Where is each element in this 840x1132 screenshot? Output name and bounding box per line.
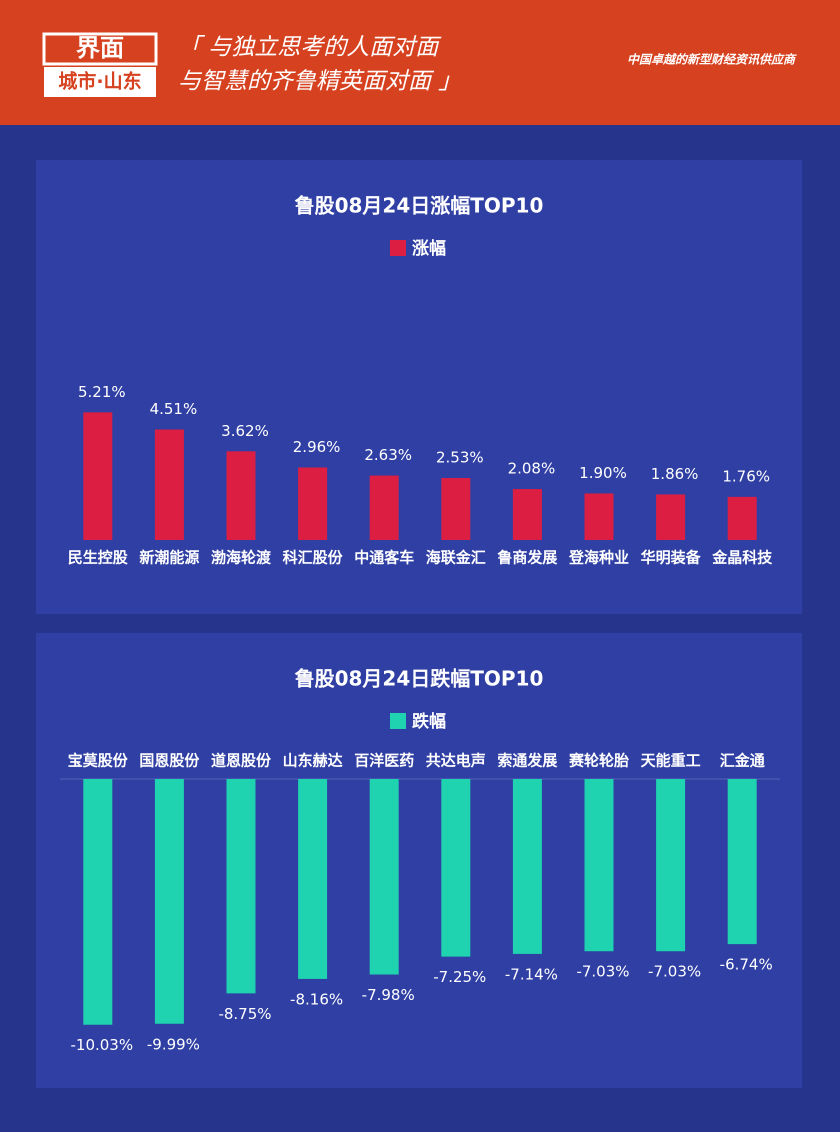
category-label: 百洋医药	[354, 752, 414, 770]
category-label: 宝莫股份	[68, 752, 129, 770]
category-label: 天能重工	[641, 752, 701, 770]
value-label: -7.98%	[362, 986, 415, 1004]
category-label: 登海种业	[568, 549, 629, 567]
value-label: 5.21%	[78, 383, 126, 401]
slogan: 与智慧的齐鲁精英面对面 」	[178, 69, 461, 95]
bar	[441, 779, 471, 957]
chart-title: 鲁股08月24日跌幅TOP10	[295, 667, 544, 691]
category-label: 赛轮轮胎	[568, 752, 629, 770]
category-label: 共达电声	[426, 752, 486, 770]
bar	[584, 493, 614, 540]
bar	[83, 779, 113, 1025]
category-label: 华明装备	[641, 549, 702, 567]
bar	[512, 779, 542, 954]
category-label: 海联金汇	[426, 549, 486, 567]
bar	[656, 779, 686, 952]
category-label: 新潮能源	[139, 549, 199, 567]
logo-top: 界面	[76, 34, 124, 62]
logo-frame	[42, 32, 158, 66]
value-label: -8.16%	[290, 990, 343, 1008]
value-label: -9.99%	[147, 1035, 200, 1053]
category-label: 国恩股份	[139, 752, 200, 770]
value-label: -7.25%	[433, 968, 486, 986]
legend-swatch	[390, 240, 406, 256]
value-label: 3.62%	[221, 422, 269, 440]
value-label: -7.14%	[505, 965, 558, 983]
bar	[656, 494, 686, 540]
category-label: 渤海轮渡	[211, 549, 272, 567]
bar	[83, 412, 113, 540]
bar	[727, 496, 757, 540]
bar	[369, 779, 399, 975]
legend-label: 跌幅	[412, 711, 446, 732]
value-label: -7.03%	[648, 963, 701, 981]
bar	[226, 451, 256, 540]
category-label: 汇金通	[720, 752, 765, 770]
bar	[441, 478, 471, 540]
value-label: 2.53%	[436, 449, 484, 467]
category-label: 道恩股份	[211, 752, 272, 770]
bar	[154, 779, 184, 1024]
bar	[727, 779, 757, 945]
category-label: 科汇股份	[283, 549, 344, 567]
bar	[298, 779, 328, 979]
logo-box	[44, 67, 156, 97]
slogan: 「 与独立思考的人面对面	[178, 35, 442, 61]
value-label: 2.08%	[508, 460, 556, 478]
bar	[298, 467, 328, 540]
category-label: 山东赫达	[283, 752, 343, 770]
panel	[36, 633, 802, 1088]
chart-title: 鲁股08月24日涨幅TOP10	[295, 194, 544, 218]
value-label: 1.76%	[722, 467, 770, 485]
panel	[36, 160, 802, 614]
legend-swatch	[390, 713, 406, 729]
bar	[584, 779, 614, 952]
bar	[226, 779, 256, 994]
value-label: 4.51%	[150, 400, 198, 418]
value-label: 1.90%	[579, 464, 627, 482]
value-label: -7.03%	[576, 963, 629, 981]
category-label: 金晶科技	[711, 549, 773, 567]
value-label: 1.86%	[651, 465, 699, 483]
value-label: -8.75%	[218, 1005, 271, 1023]
bar	[369, 475, 399, 540]
legend-label: 涨幅	[412, 238, 446, 259]
logo-bottom: 城市·山东	[58, 70, 141, 93]
category-label: 鲁商发展	[497, 549, 557, 567]
bar	[154, 429, 184, 540]
category-label: 中通客车	[354, 549, 414, 567]
value-label: -6.74%	[720, 956, 773, 974]
value-label: 2.63%	[364, 446, 412, 464]
tagline: 中国卓越的新型财经资讯供应商	[627, 53, 797, 67]
bar	[512, 489, 542, 540]
value-label: 2.96%	[293, 438, 341, 456]
category-label: 民生控股	[68, 549, 129, 567]
category-label: 索通发展	[497, 752, 557, 770]
value-label: -10.03%	[70, 1036, 133, 1054]
